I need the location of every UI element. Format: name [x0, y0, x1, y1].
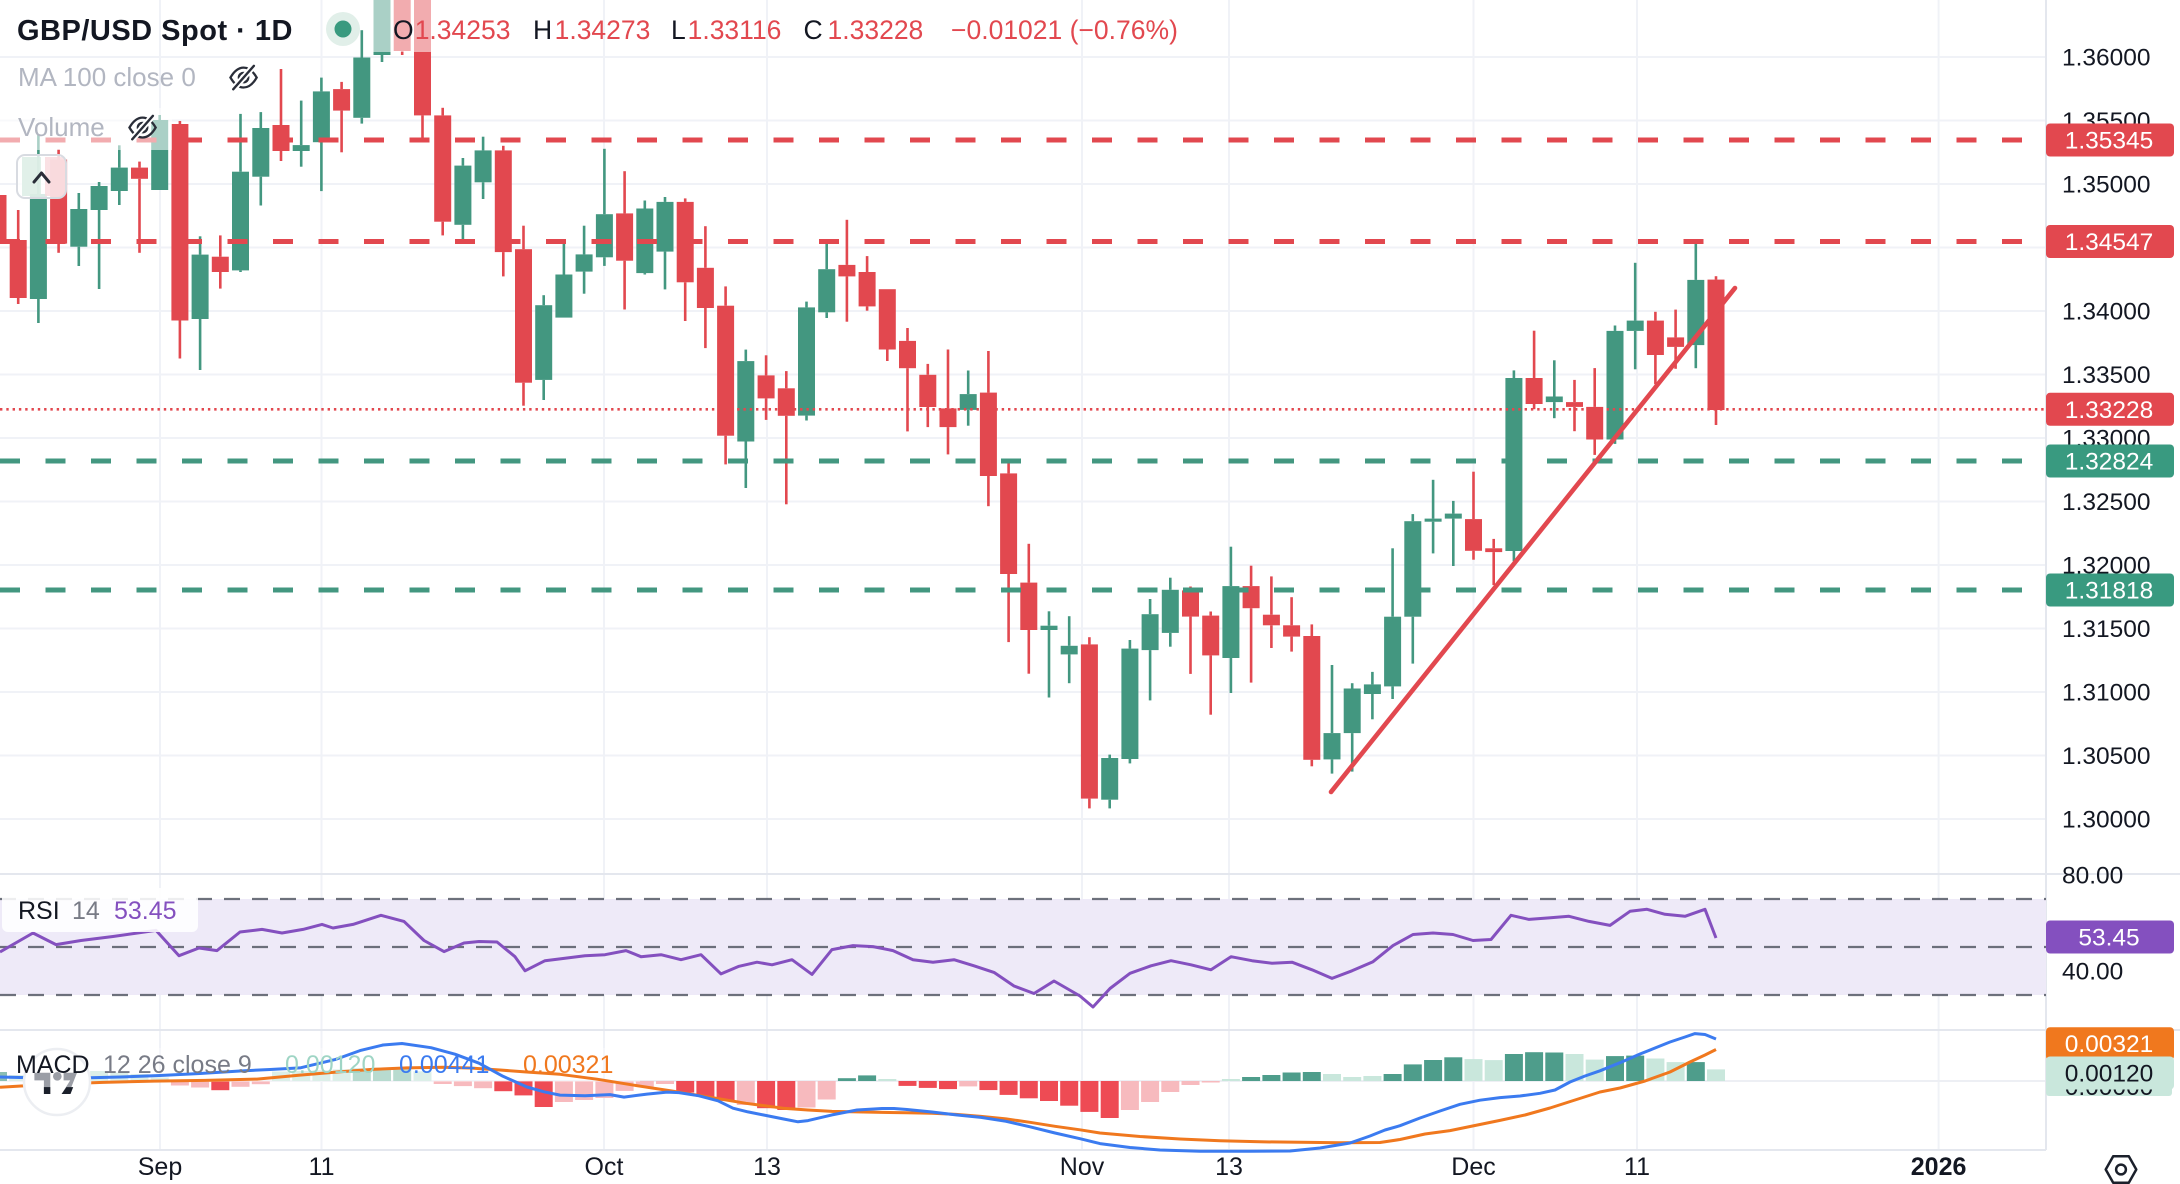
- svg-text:2026: 2026: [1911, 1153, 1967, 1181]
- svg-text:1.31000: 1.31000: [2062, 680, 2151, 707]
- svg-text:14: 14: [72, 897, 100, 925]
- svg-text:GBP/USD Spot · 1D: GBP/USD Spot · 1D: [17, 15, 293, 47]
- svg-text:0.00321: 0.00321: [2065, 1031, 2154, 1058]
- svg-text:12 26 close 9: 12 26 close 9: [103, 1051, 252, 1079]
- svg-text:53.45: 53.45: [2078, 925, 2139, 952]
- svg-text:1.34000: 1.34000: [2062, 299, 2151, 326]
- svg-text:1.33228: 1.33228: [828, 15, 924, 45]
- svg-text:1.34253: 1.34253: [415, 15, 511, 45]
- svg-text:13: 13: [753, 1153, 781, 1181]
- svg-text:Oct: Oct: [585, 1153, 624, 1181]
- svg-text:MA 100 close 0: MA 100 close 0: [18, 62, 196, 92]
- svg-text:H: H: [533, 15, 552, 45]
- svg-text:Nov: Nov: [1060, 1153, 1105, 1181]
- svg-text:1.33500: 1.33500: [2062, 362, 2151, 389]
- svg-text:1.30000: 1.30000: [2062, 807, 2151, 834]
- svg-text:1.34273: 1.34273: [555, 15, 651, 45]
- svg-text:O: O: [393, 15, 414, 45]
- svg-text:1.32500: 1.32500: [2062, 489, 2151, 516]
- svg-text:1.36000: 1.36000: [2062, 45, 2151, 72]
- svg-text:53.45: 53.45: [114, 897, 177, 925]
- svg-text:C: C: [804, 15, 823, 45]
- svg-text:40.00: 40.00: [2062, 959, 2123, 986]
- svg-text:1.34547: 1.34547: [2065, 229, 2154, 256]
- svg-text:1.33228: 1.33228: [2065, 397, 2154, 424]
- svg-text:0.00321: 0.00321: [523, 1051, 613, 1079]
- svg-text:−0.01021 (−0.76%): −0.01021 (−0.76%): [951, 15, 1178, 45]
- svg-text:1.35345: 1.35345: [2065, 128, 2154, 155]
- svg-text:Volume: Volume: [18, 112, 105, 142]
- svg-text:Dec: Dec: [1451, 1153, 1495, 1181]
- svg-text:1.33116: 1.33116: [688, 15, 782, 45]
- svg-text:L: L: [671, 15, 686, 45]
- svg-text:1.35000: 1.35000: [2062, 172, 2151, 199]
- svg-text:1.31500: 1.31500: [2062, 616, 2151, 643]
- svg-text:11: 11: [1624, 1153, 1650, 1181]
- svg-text:MACD: MACD: [16, 1051, 90, 1079]
- svg-text:11: 11: [309, 1153, 335, 1181]
- svg-text:1.32824: 1.32824: [2065, 449, 2154, 476]
- svg-text:0.00441: 0.00441: [399, 1051, 489, 1079]
- svg-text:13: 13: [1215, 1153, 1243, 1181]
- svg-text:RSI: RSI: [18, 897, 60, 925]
- svg-text:Sep: Sep: [138, 1153, 182, 1181]
- svg-text:0.00120: 0.00120: [285, 1051, 375, 1079]
- svg-text:80.00: 80.00: [2062, 863, 2123, 890]
- svg-text:1.31818: 1.31818: [2065, 578, 2154, 605]
- svg-text:1.30500: 1.30500: [2062, 743, 2151, 770]
- svg-text:0.00120: 0.00120: [2065, 1061, 2154, 1088]
